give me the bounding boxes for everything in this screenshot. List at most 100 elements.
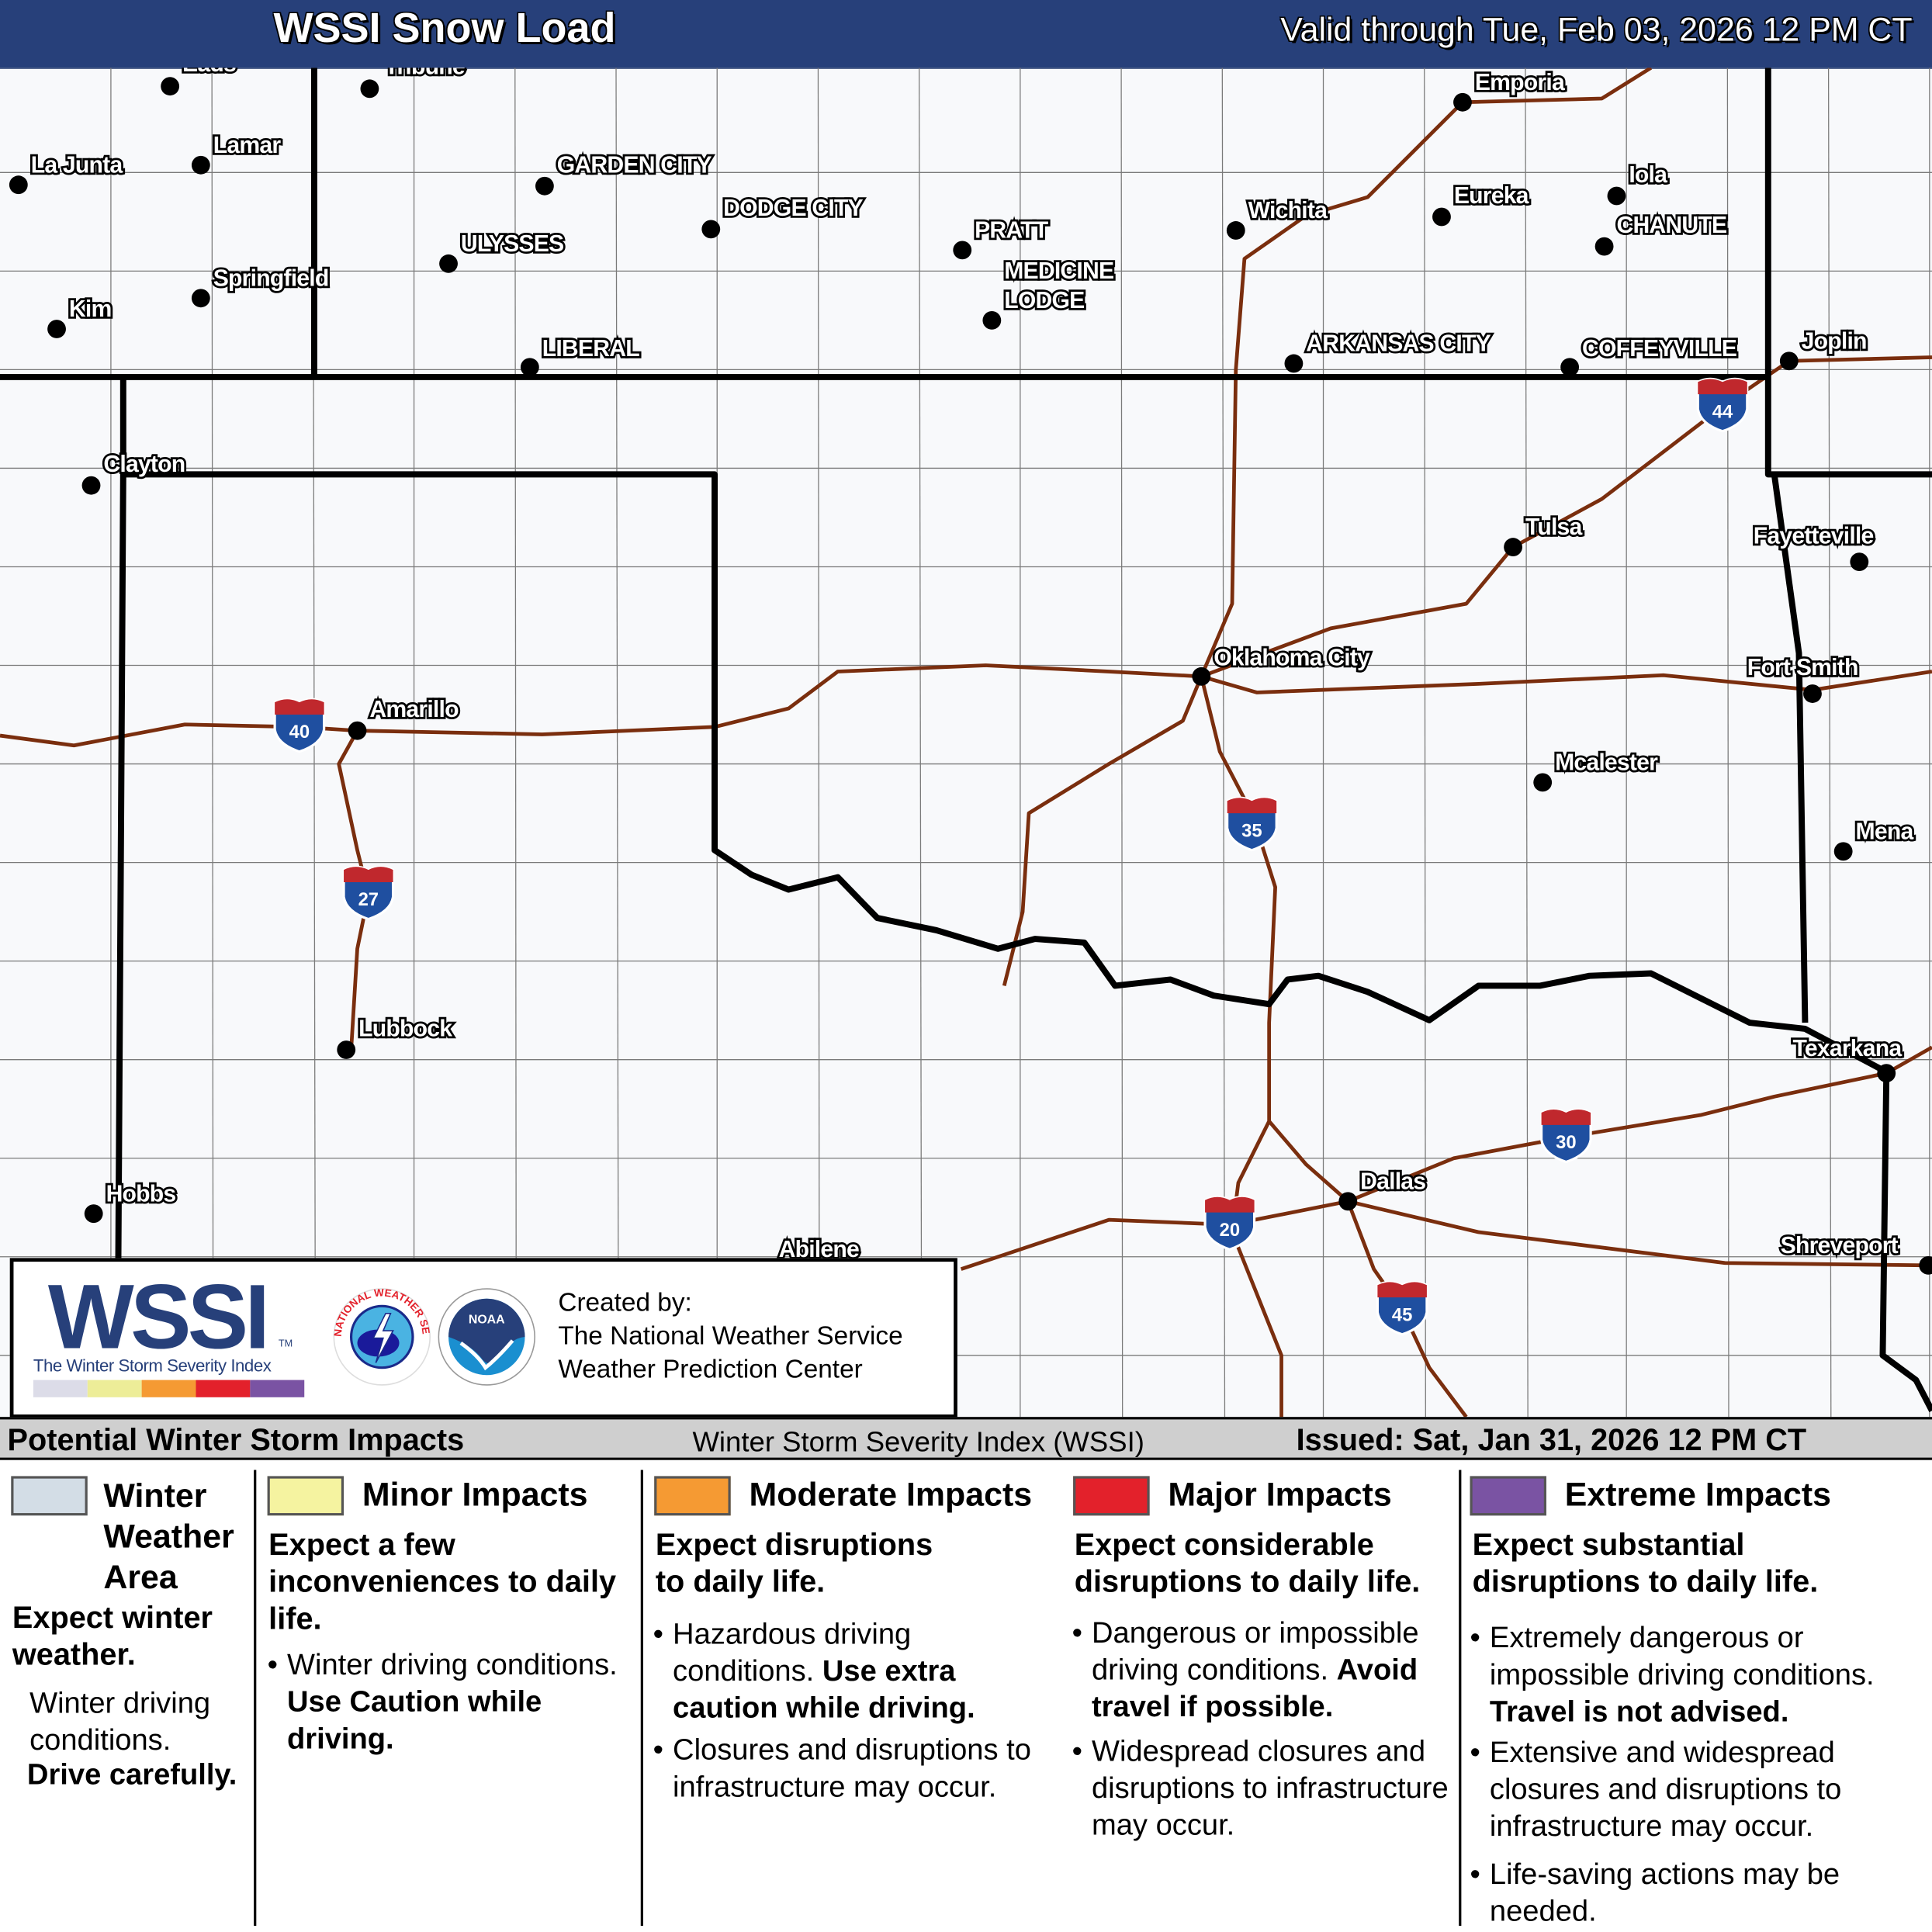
interstate-road [1002,675,1203,986]
interstate-shield-icon: 35 [1226,796,1278,852]
county-line [1424,68,1426,1418]
interstate-number: 20 [1220,1220,1240,1241]
impact-legend: Winter Weather Area Expect winter weathe… [0,1459,1932,1932]
winter-swatch [11,1476,88,1516]
city-label: Tulsa [1525,514,1583,540]
city-label: Clayton [103,452,185,477]
city-label: CHANUTE [1616,213,1726,238]
wssi-logo: WSSI [47,1265,270,1368]
noaa-seal-icon: NOAA [438,1288,535,1386]
created-by-org-wpc: Weather Prediction Center [558,1355,863,1384]
city-label: Tribune [384,68,464,79]
county-line [1221,68,1226,1418]
interstate-number: 27 [358,889,379,910]
interstate-shield-icon: 40 [273,698,326,753]
city-label: Fort Smith [1747,655,1858,680]
city-dot-icon [1192,667,1211,686]
extreme-bullet-1: • Extremely dangerous or impossible drivi… [1470,1621,1875,1729]
city-lodge: LODGE [1002,286,1087,316]
credits-box: WSSI TM The Winter Storm Severity Index … [9,1258,957,1418]
city-label: Lubbock [358,1016,452,1042]
city-joplin: Joplin [1779,327,1869,371]
city-dot-icon [1560,358,1580,377]
county-line [1726,68,1729,1418]
legend-header-bar: Potential Winter Storm Impacts Winter St… [0,1417,1932,1460]
city-dot-icon [1432,207,1451,227]
state-border [1771,473,1809,1023]
interstate-shield-icon: 44 [1696,377,1749,433]
moderate-bullet-1-text: Hazardous driving conditions. [673,1618,912,1688]
trademark: TM [278,1338,293,1349]
interstate-number: 30 [1556,1132,1576,1153]
city-label: Mena [1856,819,1914,844]
city-dot-icon [1504,538,1522,556]
city-texarkana: Texarkana [1791,1034,1905,1083]
city-iola: Iola [1607,160,1671,206]
city-wichita: Wichita [1226,196,1331,240]
county-line [1525,68,1529,1418]
city-label: Texarkana [1793,1036,1903,1061]
city-label: LODGE [1004,288,1084,313]
city-label: Amarillo [369,697,459,722]
state-border [1764,68,1932,478]
city-la-junta: La Junta [9,151,126,195]
interstate-road [1347,1045,1932,1203]
county-line [615,68,619,1418]
extreme-bullet-1-text: Extremely dangerous or impossible drivin… [1489,1621,1875,1692]
city-ulysses: ULYSSES [439,229,566,273]
city-dot-icon [191,155,210,175]
interstate-number: 35 [1241,820,1262,841]
valid-time: Valid through Tue, Feb 03, 2026 12 PM CT [1280,11,1913,48]
city-dot-icon [161,77,180,96]
city-chanute: CHANUTE [1594,210,1729,256]
city-dot-icon [535,176,554,196]
interstate-number: 40 [289,722,310,743]
legend-col-extreme: Extreme Impacts Expect substantial disru… [1461,1460,1932,1932]
city-shreveport: Shreveport [1778,1231,1932,1275]
city-tulsa: Tulsa [1504,512,1585,556]
city-dot-icon [348,721,367,740]
city-label: Mcalester [1555,750,1658,776]
city-amarillo: Amarillo [348,694,462,740]
city-dot-icon [1226,221,1245,240]
legend-col-minor: Minor Impacts Expect a few inconvenience… [256,1460,642,1932]
city-dot-icon [953,241,972,260]
city-lamar: Lamar [191,130,284,175]
city-label: ULYSSES [461,231,563,257]
city-label: GARDEN CITY [557,152,712,178]
extreme-bullet-1-bold: Travel is not advised. [1489,1695,1789,1729]
interstate-shields: 44 40 35 27 30 20 45 [273,377,1749,1336]
city-dodge-city: DODGE CITY [701,193,866,239]
city-eureka: Eureka [1432,181,1532,227]
county-line [817,68,820,1418]
city-label: Kim [69,296,112,322]
extreme-summary: Expect substantial disruptions to daily … [1472,1528,1819,1600]
city-dot-icon [1803,684,1822,703]
interstate-shield-icon: 20 [1203,1196,1256,1251]
extreme-name: Extreme Impacts [1564,1476,1831,1514]
city-eads: Eads [161,68,239,96]
extreme-bullet-2: • Extensive and widespread closures and d… [1470,1736,1842,1844]
city-label: La Junta [31,152,123,178]
city-dot-icon [1779,351,1799,371]
interstate-shield-icon: 30 [1540,1108,1592,1164]
city-emporia: Emporia [1453,68,1568,112]
extreme-swatch [1470,1476,1546,1516]
issued-time: Issued: Sat, Jan 31, 2026 12 PM CT [1296,1423,1807,1458]
moderate-bullet-2-text: Closures and disruptions to infrastructu… [673,1733,1031,1804]
major-bullet-1: • Dangerous or impossible driving conditi… [1072,1616,1419,1724]
map-title: WSSI Snow Load [273,5,616,52]
city-dot-icon [982,310,1002,330]
city-medicine: MEDICINE [982,256,1117,330]
city-dot-icon [1453,92,1472,112]
moderate-bullet-2: • Closures and disruptions to infrastruct… [653,1733,1031,1804]
city-dot-icon [1284,354,1304,373]
city-label: Joplin [1802,328,1867,354]
moderate-bullet-1-bold: Use extra caution while driving. [673,1654,975,1726]
interstate-road [0,663,1932,748]
legend-divider [640,1470,643,1927]
interstate-shield-icon: 27 [342,865,395,921]
legend-divider [254,1470,257,1927]
major-bullet-1-text: Dangerous or impossible driving conditio… [1091,1616,1419,1687]
